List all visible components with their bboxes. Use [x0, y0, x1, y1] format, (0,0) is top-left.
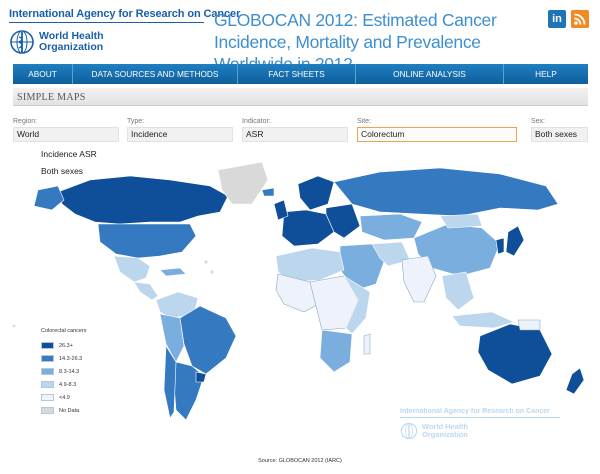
sex-select[interactable]: Both sexes [531, 127, 588, 142]
legend-label: 26.3+ [59, 342, 73, 349]
legend-label: <4.9 [59, 394, 70, 401]
region-southern-africa[interactable] [319, 329, 353, 373]
site-header: International Agency for Research on Can… [0, 0, 600, 74]
watermark-who: World Health Organization [400, 422, 570, 440]
region-label: Region: [13, 118, 38, 125]
region-australia[interactable] [477, 323, 553, 385]
region-new-zealand[interactable] [565, 367, 585, 395]
nav-about[interactable]: ABOUT [13, 64, 73, 84]
region-hawaii[interactable] [12, 324, 16, 328]
region-chile[interactable] [163, 345, 177, 419]
legend-row: 4.9-8.3 [41, 378, 141, 391]
region-korea[interactable] [495, 237, 505, 255]
region-uruguay[interactable] [195, 371, 207, 383]
who-emblem-icon [10, 30, 34, 54]
nav-data-sources[interactable]: DATA SOURCES AND METHODS [73, 64, 238, 84]
map-legend: Colorectal cancers 26.3+ 14.3-26.3 8.3-1… [41, 328, 141, 417]
sex-filter: Sex: Both sexes [531, 118, 588, 142]
legend-row: No Data [41, 404, 141, 417]
region-alaska[interactable] [33, 185, 65, 211]
region-argentina[interactable] [173, 361, 205, 421]
site-filter: Site: Colorectum [357, 118, 517, 142]
legend-row: 14.3-26.3 [41, 352, 141, 365]
type-select[interactable]: Incidence [127, 127, 233, 142]
site-label: Site: [357, 118, 372, 125]
sex-label: Sex: [531, 118, 546, 125]
region-indonesia[interactable] [451, 311, 515, 329]
legend-title: Colorectal cancers [41, 328, 87, 334]
region-mongolia[interactable] [439, 213, 483, 229]
site-select[interactable]: Colorectum [357, 127, 517, 142]
legend-swatch [41, 407, 54, 414]
region-filter: Region: World [13, 118, 119, 142]
region-north-africa[interactable] [275, 247, 345, 283]
rss-icon[interactable] [571, 10, 589, 28]
type-label: Type: [127, 118, 145, 125]
legend-swatch [41, 381, 54, 388]
iarc-title[interactable]: International Agency for Research on Can… [9, 8, 241, 20]
region-iran-afghanistan[interactable] [371, 241, 411, 267]
indicator-label: Indicator: [242, 118, 271, 125]
watermark-divider [400, 417, 560, 418]
legend-swatch [41, 394, 54, 401]
legend-swatch [41, 342, 54, 349]
map-caption-indicator: Incidence ASR [41, 149, 97, 159]
legend-label: 14.3-26.3 [59, 355, 83, 362]
region-india[interactable] [401, 255, 437, 303]
indicator-select[interactable]: ASR [242, 127, 348, 142]
legend-row: 8.3-14.3 [41, 365, 141, 378]
region-caribbean[interactable] [159, 267, 187, 277]
region-central-america[interactable] [133, 281, 159, 301]
region-select[interactable]: World [13, 127, 119, 142]
header-divider [9, 22, 204, 23]
region-peru-bolivia[interactable] [159, 313, 185, 363]
region-uk-ireland[interactable] [273, 199, 289, 221]
region-iceland[interactable] [261, 187, 275, 197]
region-mexico[interactable] [113, 255, 151, 283]
indicator-filter: Indicator: ASR [242, 118, 348, 142]
who-emblem-icon [400, 422, 418, 440]
watermark-iarc-text: International Agency for Research on Can… [400, 408, 550, 415]
map-caption-sex: Both sexes [41, 166, 84, 176]
legend-row: <4.9 [41, 391, 141, 404]
world-choropleth-map[interactable] [0, 150, 600, 450]
nav-online-analysis[interactable]: ONLINE ANALYSIS [356, 64, 504, 84]
region-papua-new-guinea[interactable] [517, 319, 541, 331]
page-title: GLOBOCAN 2012: Estimated Cancer Incidenc… [214, 10, 497, 74]
region-greenland[interactable] [217, 161, 269, 205]
legend-label: 4.9-8.3 [59, 381, 77, 388]
nav-help[interactable]: HELP [535, 69, 557, 79]
region-southeast-asia[interactable] [441, 271, 475, 311]
legend-label: No Data [59, 407, 80, 414]
region-scandinavia[interactable] [297, 175, 335, 211]
source-note: Source: GLOBOCAN 2012 (IARC) [258, 458, 342, 464]
who-logo[interactable]: World Health Organization [9, 29, 129, 57]
region-atlantic-islands[interactable] [210, 270, 214, 274]
region-brazil[interactable] [179, 305, 237, 375]
region-russia[interactable] [333, 167, 559, 217]
who-name: World Health Organization [39, 30, 104, 53]
region-kazakhstan[interactable] [359, 213, 423, 241]
region-usa[interactable] [97, 223, 197, 259]
region-western-europe[interactable] [281, 209, 335, 247]
legend-swatch [41, 368, 54, 375]
legend-swatch [41, 355, 54, 362]
main-nav: ABOUT DATA SOURCES AND METHODS FACT SHEE… [13, 64, 588, 84]
region-pacific-islands[interactable] [204, 260, 208, 264]
linkedin-icon[interactable]: in [548, 10, 566, 28]
iarc-watermark: International Agency for Research on Can… [400, 408, 570, 440]
section-header: SIMPLE MAPS [13, 88, 588, 106]
watermark-who-text: World Health Organization [422, 422, 469, 439]
type-filter: Type: Incidence [127, 118, 233, 142]
legend-label: 8.3-14.3 [59, 368, 80, 375]
nav-fact-sheets[interactable]: FACT SHEETS [238, 64, 356, 84]
region-madagascar[interactable] [363, 333, 371, 355]
region-japan[interactable] [505, 225, 525, 257]
legend-row: 26.3+ [41, 339, 141, 352]
region-canada[interactable] [57, 175, 229, 225]
section-title: SIMPLE MAPS [17, 92, 86, 103]
